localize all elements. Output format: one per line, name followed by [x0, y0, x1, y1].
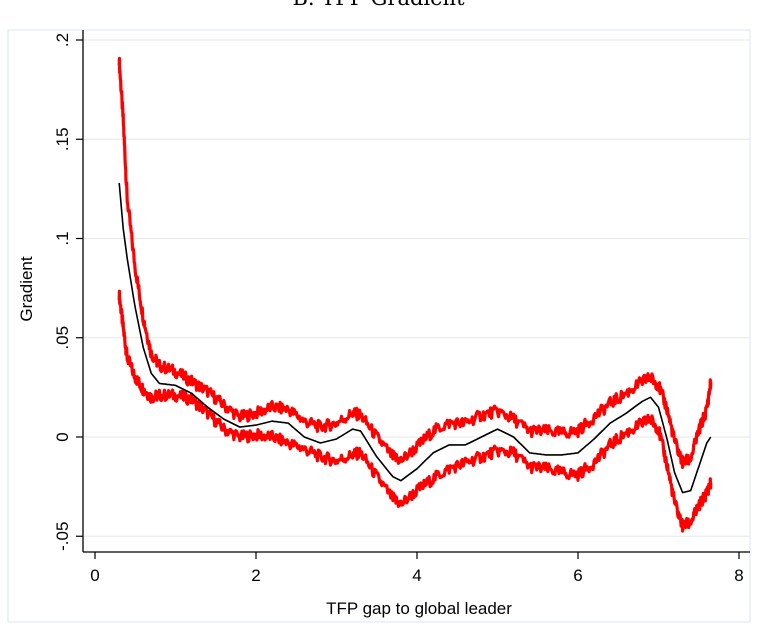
y-tick-label: .15 — [53, 127, 72, 151]
y-tick-label: .1 — [53, 231, 72, 245]
x-tick-label: 2 — [251, 566, 260, 585]
y-tick-label: .2 — [53, 33, 72, 47]
estimate-line — [118, 182, 712, 494]
lower-band-series-line — [117, 289, 713, 533]
x-tick-label: 8 — [734, 566, 743, 585]
chart-title: B. TFP Gradient — [0, 0, 757, 10]
x-tick-label: 0 — [90, 566, 99, 585]
y-tick-label: .05 — [53, 326, 72, 350]
x-tick-label: 4 — [412, 566, 421, 585]
y-tick-label: 0 — [53, 432, 72, 441]
x-tick-label: 6 — [573, 566, 582, 585]
grid — [84, 39, 750, 537]
x-axis-label: TFP gap to global leader — [326, 599, 512, 618]
plot-region — [7, 29, 751, 623]
upper-band-series-line — [117, 56, 713, 469]
y-axis-label: Gradient — [17, 256, 36, 321]
y-ticks: -.05 0 .05 .1 .15 .2 — [53, 33, 83, 551]
confidence-bands — [117, 56, 713, 533]
x-ticks: 0 2 4 6 8 — [90, 552, 744, 585]
estimate-series-line — [118, 182, 712, 494]
y-tick-label: -.05 — [53, 522, 72, 551]
